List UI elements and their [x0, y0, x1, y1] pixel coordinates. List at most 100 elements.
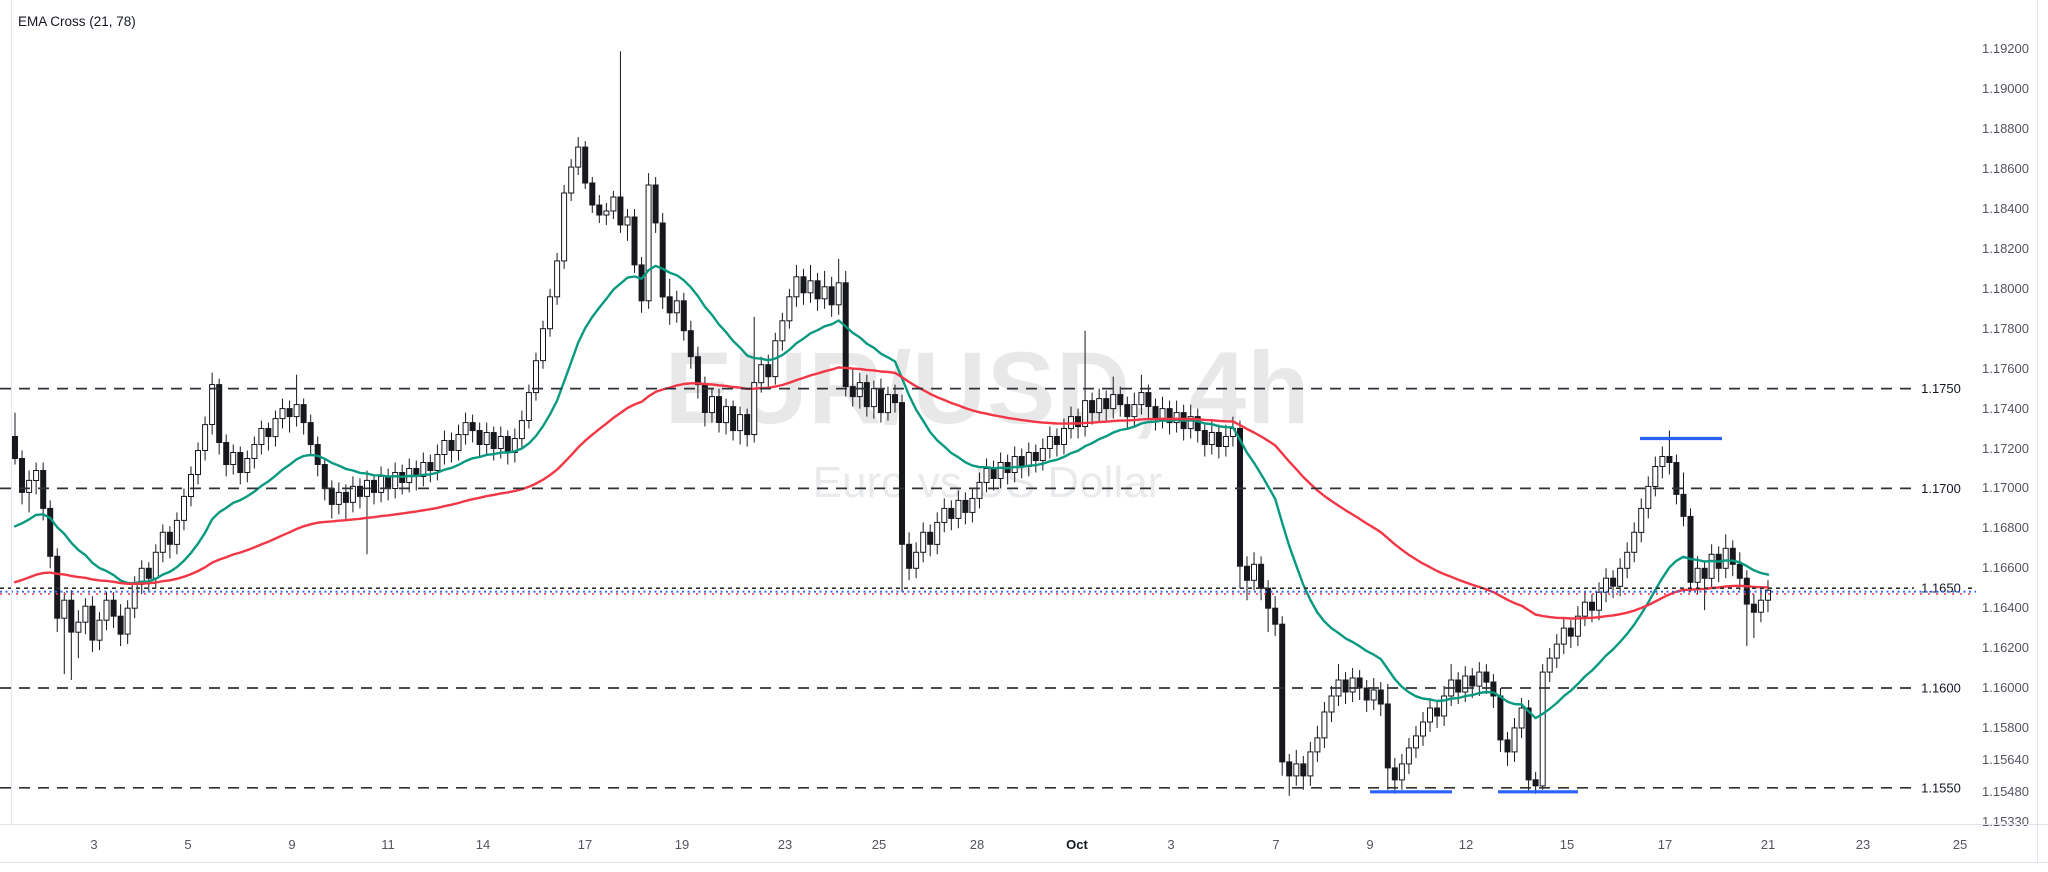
- candle-up[interactable]: [1208, 432, 1215, 445]
- candle-down[interactable]: [1750, 603, 1757, 613]
- candle-down[interactable]: [1265, 587, 1272, 609]
- candle-up[interactable]: [1321, 711, 1328, 739]
- candle-up[interactable]: [1581, 601, 1588, 617]
- candle-down[interactable]: [1201, 430, 1208, 445]
- candle-down[interactable]: [476, 430, 483, 445]
- candle-up[interactable]: [1560, 627, 1567, 645]
- candle-up[interactable]: [152, 551, 159, 579]
- candle-up[interactable]: [392, 472, 399, 489]
- candle-up[interactable]: [279, 408, 286, 420]
- candle-up[interactable]: [1187, 416, 1194, 430]
- candle-down[interactable]: [1680, 493, 1687, 517]
- candle-up[interactable]: [1293, 763, 1300, 777]
- candle-down[interactable]: [589, 182, 596, 206]
- candle-up[interactable]: [272, 418, 279, 438]
- candle-up[interactable]: [1096, 398, 1103, 414]
- candle-down[interactable]: [596, 204, 603, 216]
- candle-up[interactable]: [856, 382, 863, 398]
- candle-up[interactable]: [1349, 677, 1356, 693]
- candle-down[interactable]: [1075, 416, 1081, 428]
- candle-up[interactable]: [1328, 695, 1335, 713]
- candle-up[interactable]: [61, 599, 68, 619]
- candle-up[interactable]: [540, 328, 546, 362]
- candle-down[interactable]: [765, 364, 772, 378]
- candle-up[interactable]: [645, 184, 652, 302]
- candle-down[interactable]: [357, 485, 363, 497]
- candle-down[interactable]: [1469, 675, 1476, 687]
- candle-down[interactable]: [1434, 707, 1441, 717]
- candle-up[interactable]: [26, 479, 33, 493]
- candle-down[interactable]: [237, 452, 244, 473]
- candle-down[interactable]: [286, 408, 293, 418]
- candle-up[interactable]: [1603, 577, 1609, 593]
- candle-up[interactable]: [483, 432, 490, 445]
- candle-up[interactable]: [723, 406, 729, 424]
- candle-down[interactable]: [265, 428, 272, 437]
- candle-up[interactable]: [554, 260, 561, 298]
- candle-up[interactable]: [610, 196, 617, 212]
- candle-down[interactable]: [1525, 707, 1532, 781]
- candle-down[interactable]: [385, 475, 392, 489]
- candle-up[interactable]: [997, 462, 1004, 479]
- candle-up[interactable]: [1518, 707, 1525, 729]
- candle-down[interactable]: [948, 507, 955, 519]
- candle-up[interactable]: [870, 388, 877, 408]
- candle-down[interactable]: [1032, 452, 1039, 461]
- candle-down[interactable]: [1018, 456, 1025, 467]
- candle-up[interactable]: [293, 404, 300, 418]
- candle-down[interactable]: [927, 531, 934, 545]
- candle-up[interactable]: [1476, 671, 1483, 687]
- candle-down[interactable]: [1687, 515, 1694, 583]
- candle-down[interactable]: [40, 470, 47, 509]
- candle-up[interactable]: [434, 454, 441, 471]
- candle-up[interactable]: [1039, 448, 1046, 461]
- candle-down[interactable]: [730, 406, 737, 432]
- candle-up[interactable]: [885, 394, 891, 414]
- candle-up[interactable]: [181, 495, 187, 521]
- candle-up[interactable]: [1638, 507, 1645, 533]
- candle-down[interactable]: [1729, 547, 1736, 565]
- candle-down[interactable]: [1610, 577, 1617, 587]
- candle-down[interactable]: [1497, 695, 1504, 741]
- candle-up[interactable]: [821, 286, 828, 300]
- candle-up[interactable]: [1131, 404, 1138, 418]
- candle-up[interactable]: [561, 192, 568, 262]
- candle-down[interactable]: [617, 196, 624, 226]
- candle-up[interactable]: [455, 434, 462, 451]
- candle-down[interactable]: [814, 280, 821, 300]
- candle-down[interactable]: [680, 300, 687, 332]
- candle-down[interactable]: [166, 531, 173, 545]
- candle-up[interactable]: [737, 414, 744, 432]
- candle-up[interactable]: [244, 458, 251, 473]
- candle-down[interactable]: [1194, 416, 1201, 432]
- candle-up[interactable]: [983, 468, 990, 483]
- candle-down[interactable]: [828, 286, 835, 306]
- candle-down[interactable]: [117, 615, 124, 635]
- candle-up[interactable]: [1398, 763, 1405, 781]
- candle-up[interactable]: [1596, 591, 1602, 611]
- candle-up[interactable]: [188, 474, 194, 497]
- candle-up[interactable]: [1413, 735, 1419, 749]
- candle-up[interactable]: [195, 450, 201, 475]
- candle-down[interactable]: [1286, 761, 1293, 777]
- candle-down[interactable]: [1363, 687, 1370, 701]
- candle-up[interactable]: [969, 497, 976, 513]
- candle-up[interactable]: [1652, 466, 1659, 487]
- candle-down[interactable]: [1701, 567, 1708, 579]
- candle-down[interactable]: [1244, 565, 1250, 581]
- candle-up[interactable]: [603, 210, 610, 216]
- candle-up[interactable]: [251, 444, 258, 459]
- candle-down[interactable]: [1391, 767, 1398, 781]
- candle-down[interactable]: [744, 414, 751, 436]
- candle-down[interactable]: [12, 436, 18, 459]
- candle-up[interactable]: [568, 166, 575, 194]
- candle-down[interactable]: [666, 296, 673, 314]
- candle-down[interactable]: [899, 402, 905, 545]
- candle-up[interactable]: [1511, 727, 1518, 753]
- candle-down[interactable]: [448, 440, 455, 451]
- candle-up[interactable]: [941, 507, 948, 523]
- candle-down[interactable]: [1237, 428, 1243, 567]
- candle-up[interactable]: [335, 491, 342, 505]
- candle-up[interactable]: [1631, 531, 1638, 553]
- price-axis[interactable]: 1.19200 1.19000 1.18800 1.18600 1.18400 1.182…: [1975, 0, 2048, 829]
